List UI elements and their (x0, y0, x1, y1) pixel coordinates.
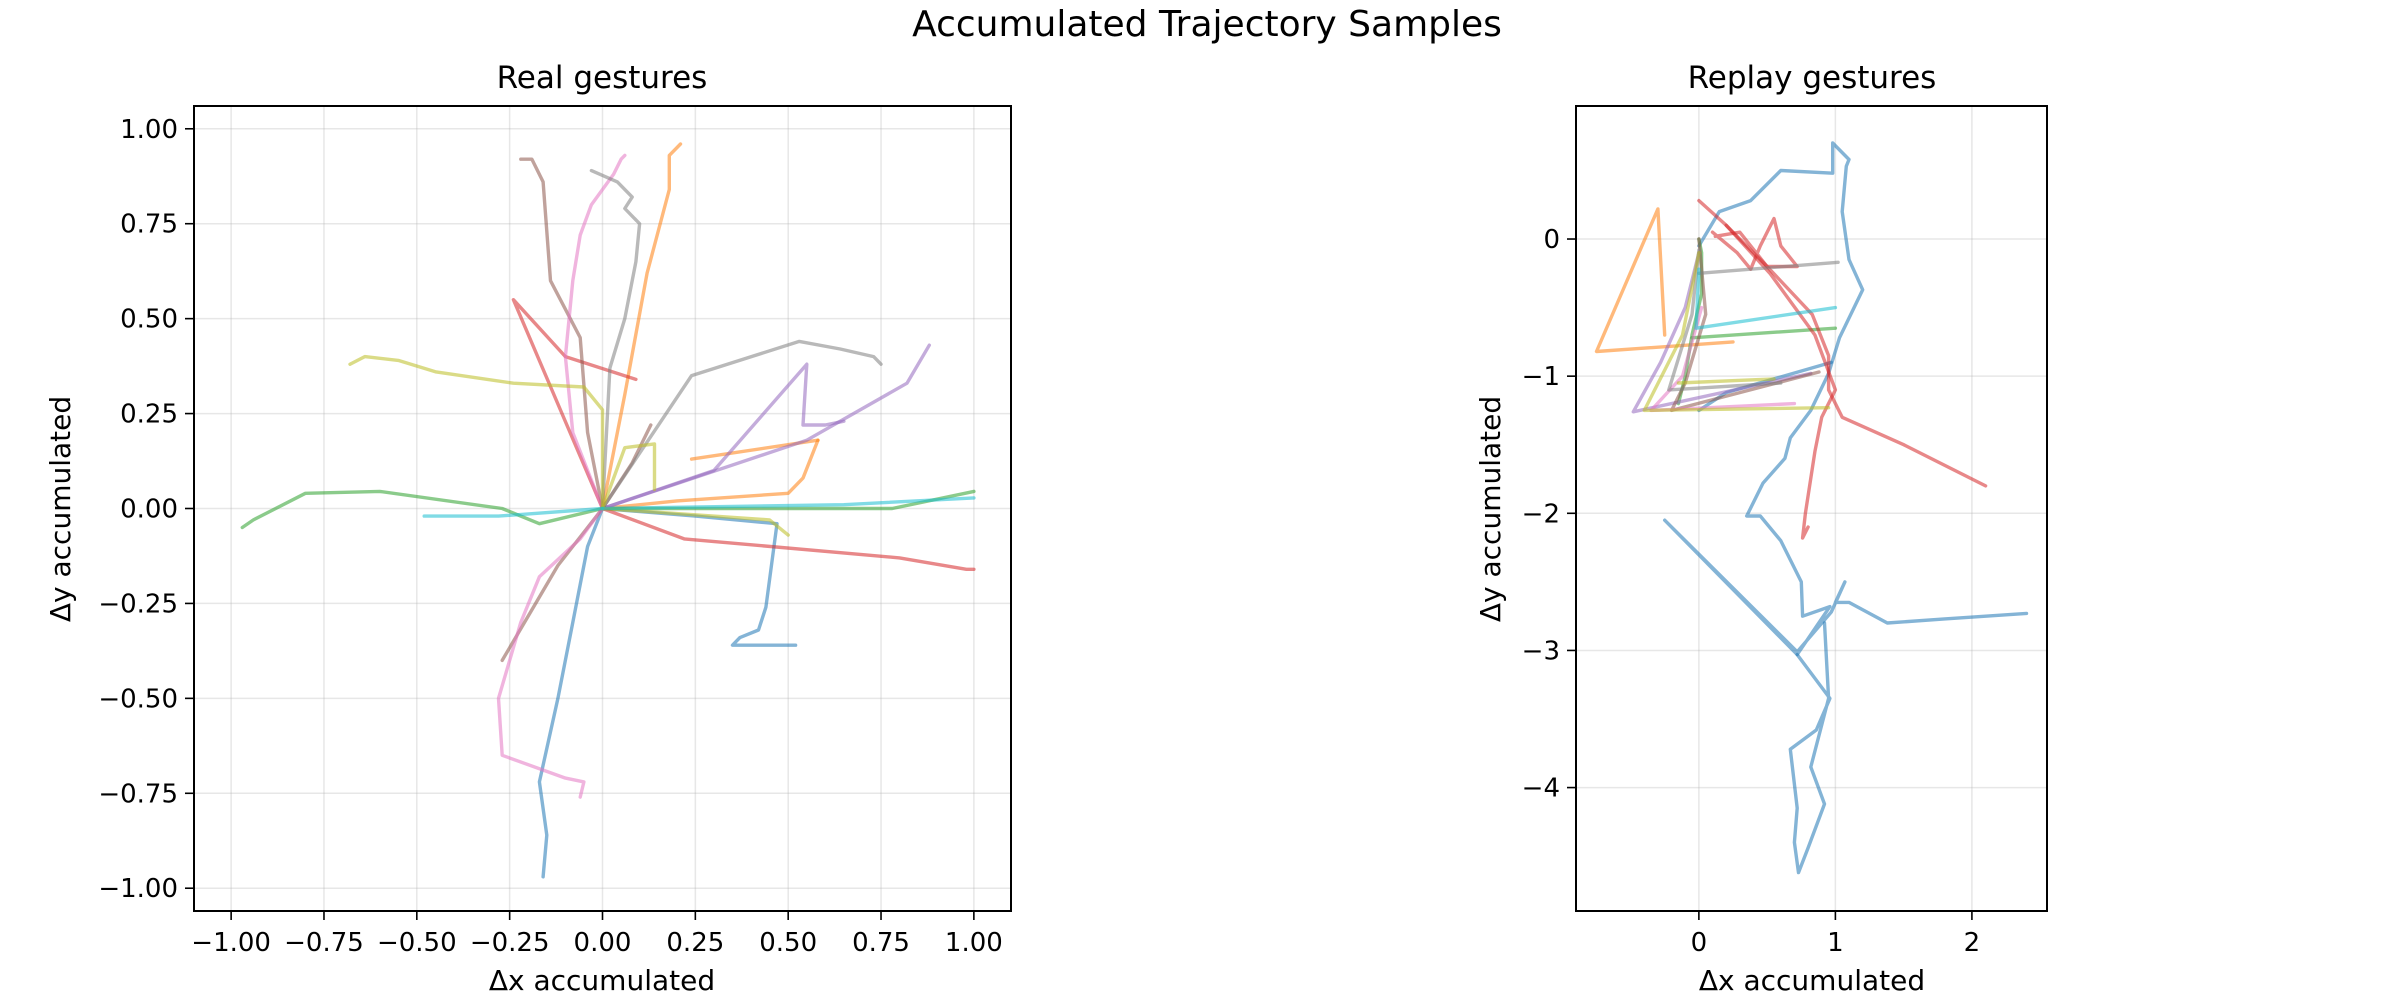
real-gestures-ytick-label: 0.75 (120, 210, 178, 240)
real-gestures-xtick-label: −0.25 (470, 928, 550, 958)
replay-gestures-ticks: 0 1 2 0 −1 −2 −3 −4 (1522, 225, 1981, 958)
replay-gestures-frame (1575, 105, 2048, 912)
replay-gestures-grid (1576, 106, 2047, 911)
real-gestures-ytick-label: −0.25 (98, 589, 178, 619)
real-gestures-trajectory-line (519, 157, 605, 511)
replay-gestures-trajectory-line (1724, 223, 1838, 540)
replay-gestures-trajectory-line (1642, 250, 1831, 413)
figure-title: Accumulated Trajectory Samples (912, 4, 1502, 45)
real-gestures-trajectory-line (600, 496, 976, 511)
replay-gestures-ytick-label: −4 (1522, 774, 1560, 804)
real-gestures-trajectory-line (600, 506, 790, 537)
real-gestures-ticks: −1.00 −0.75 −0.50 −0.25 0.00 0.25 0.50 0.75 1.00… (98, 115, 1002, 958)
real-gestures-ytick-label: 0.00 (120, 495, 178, 525)
real-gestures-trajectory-line (589, 168, 642, 511)
real-gestures-trajectory-line (537, 506, 605, 879)
real-gestures-xtick-label: 0.25 (666, 928, 724, 958)
real-gestures-title: Real gestures (497, 60, 708, 96)
replay-gestures-trajectory-line (1594, 207, 1735, 354)
replay-gestures-trajectory-line (1667, 248, 1783, 392)
replay-gestures-trajectory-line (1694, 267, 1838, 330)
replay-gestures-ytick-label: −2 (1522, 499, 1560, 529)
real-gestures-ytick-label: 0.50 (120, 305, 178, 335)
real-gestures-trajectory-line (496, 506, 605, 799)
real-gestures-trajectory-line (600, 362, 846, 511)
real-gestures-xtick-label: 1.00 (945, 928, 1003, 958)
real-gestures-ytick-label: 0.25 (120, 400, 178, 430)
real-gestures-trajectory-line (240, 489, 605, 530)
replay-gestures-trajectory-line (1710, 216, 1799, 271)
real-gestures-series (240, 142, 976, 879)
replay-gestures-ytick-label: −3 (1522, 636, 1560, 666)
real-gestures-xlabel: Δx accumulated (489, 964, 715, 997)
replay-gestures-xlabel: Δx accumulated (1699, 964, 1925, 997)
replay-gestures-ytick-label: 0 (1543, 225, 1560, 255)
real-gestures-ytick-label: −0.75 (98, 779, 178, 809)
real-gestures-trajectory-line (563, 153, 627, 511)
real-gestures-trajectory-line (600, 339, 883, 511)
real-gestures-xtick-label: 0.50 (759, 928, 817, 958)
replay-gestures-series (1594, 141, 2029, 875)
replay-gestures-xtick-label: 2 (1964, 928, 1981, 958)
real-gestures-trajectory-line (600, 442, 657, 511)
real-gestures-trajectory-line (511, 298, 638, 511)
real-gestures-trajectory-line (600, 142, 683, 511)
replay-gestures-trajectory-line (1676, 377, 1776, 385)
real-gestures-ytick-label: −1.00 (98, 874, 178, 904)
real-gestures-xtick-label: 0.75 (852, 928, 910, 958)
replay-gestures-xtick-label: 0 (1691, 928, 1708, 958)
real-gestures-axes: Real gestures −1.00 −0.75 −0.50 −0.25 0.00 0.… (44, 60, 1012, 997)
real-gestures-trajectory-line (600, 506, 798, 647)
replay-gestures-trajectory-line (1662, 141, 2029, 657)
real-gestures-ylabel: Δy accumulated (44, 396, 77, 622)
replay-gestures-xtick-label: 1 (1827, 928, 1844, 958)
real-gestures-trajectory-line (600, 343, 931, 511)
real-gestures-trajectory-line (600, 506, 976, 571)
real-gestures-xtick-label: −0.50 (377, 928, 457, 958)
replay-gestures-axes: Replay gestures 0 1 2 0 −1 −2 −3 −4 Δx accumula… (1474, 60, 2048, 997)
real-gestures-xtick-label: −0.75 (284, 928, 364, 958)
replay-gestures-title: Replay gestures (1688, 60, 1937, 96)
replay-gestures-ytick-label: −1 (1522, 362, 1560, 392)
real-gestures-xtick-label: 0.00 (574, 928, 632, 958)
replay-gestures-trajectory-line (1697, 260, 1840, 275)
real-gestures-trajectory-line (422, 506, 605, 518)
real-gestures-xtick-label: −1.00 (191, 928, 271, 958)
real-gestures-trajectory-line (348, 354, 605, 511)
replay-gestures-trajectory-line (1631, 250, 1813, 414)
replay-gestures-trajectory-line (1788, 621, 1832, 875)
real-gestures-ytick-label: 1.00 (120, 115, 178, 145)
real-gestures-trajectory-line (600, 438, 820, 511)
real-gestures-ytick-label: −0.50 (98, 684, 178, 714)
replay-gestures-ylabel: Δy accumulated (1474, 396, 1507, 622)
replay-gestures-trajectory-line (1649, 305, 1797, 413)
